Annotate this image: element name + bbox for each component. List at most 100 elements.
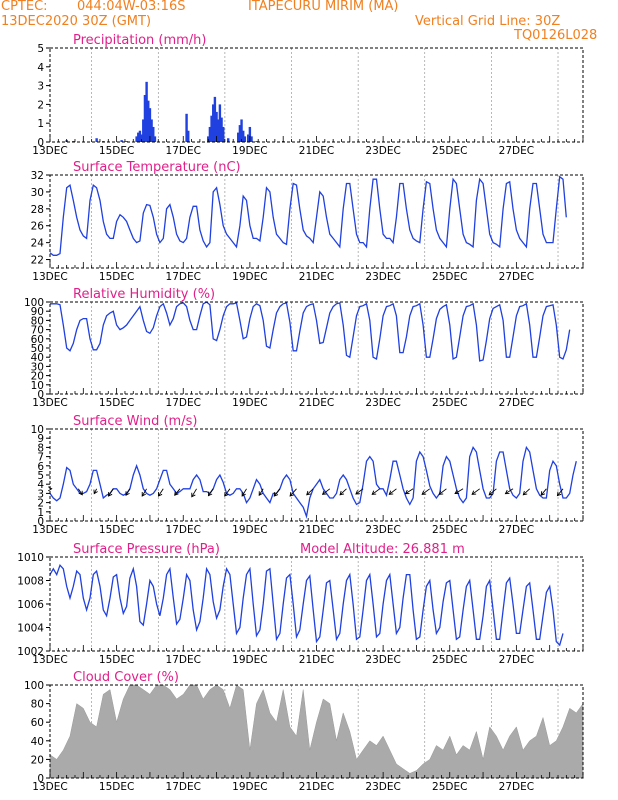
y-tick-label: 9 [37, 433, 44, 445]
wind-arrow-head [522, 490, 528, 496]
wind-arrow [306, 488, 314, 496]
y-tick-label: 30 [31, 361, 44, 373]
y-tick-label: 26 [31, 221, 45, 233]
wind-arrow [224, 488, 231, 497]
wind-arrow [557, 488, 564, 496]
x-tick-label: 15DEC [99, 271, 134, 283]
x-tick-label: 27DEC [499, 654, 534, 666]
panel-title: Surface Pressure (hPa) [73, 542, 220, 557]
wind-arrow-head [191, 492, 196, 498]
y-tick-label: 0 [37, 773, 44, 785]
precip-bar [215, 111, 218, 142]
precip-bar [212, 104, 215, 142]
wind-arrow-head [504, 489, 510, 495]
precip-bar [242, 130, 245, 142]
wind-arrow-head [157, 491, 163, 497]
precip-bar [138, 130, 142, 142]
wind-arrow-head [306, 490, 311, 496]
precip-bar [95, 138, 98, 142]
cloud-area [49, 684, 584, 779]
precip-bar [217, 119, 220, 142]
wind-arrow-head [141, 491, 146, 497]
y-tick-label: 30 [31, 187, 44, 199]
precip-bar [218, 104, 222, 142]
panel-2 [46, 301, 584, 395]
wind-arrow-head [174, 491, 179, 496]
wind-arrow [93, 488, 98, 494]
header-date: 13DEC2020 30Z (GMT) [1, 14, 152, 29]
x-tick-label: 23DEC [365, 397, 400, 409]
y-tick-label: 60 [31, 334, 44, 346]
wind-arrow-head [125, 491, 130, 496]
wind-arrow-head [93, 489, 98, 495]
wind-arrow-head [388, 490, 394, 495]
x-tick-label: 27DEC [499, 397, 534, 409]
x-tick-label: 19DEC [232, 654, 267, 666]
wind-arrow-head [339, 490, 345, 496]
precip-bar [120, 140, 123, 142]
header-coords: 044:04W-03:16S [77, 0, 186, 14]
panel-frame [49, 428, 584, 522]
y-tick-label: 22 [31, 255, 44, 267]
wind-arrow-head [224, 491, 229, 497]
wind-arrow [488, 488, 497, 496]
x-tick-label: 21DEC [299, 524, 334, 536]
y-tick-label: 24 [31, 238, 45, 250]
x-tick-label: 27DEC [499, 524, 534, 536]
precip-bar [213, 96, 217, 142]
y-tick-label: 5 [37, 470, 44, 482]
y-tick-label: 3 [37, 488, 44, 500]
x-tick-label: 23DEC [365, 524, 400, 536]
precip-bar [248, 126, 252, 142]
x-tick-label: 23DEC [365, 271, 400, 283]
precip-bar [237, 132, 240, 142]
panel-frame [49, 47, 584, 143]
x-tick-label: 19DEC [232, 271, 267, 283]
x-tick-label: 15DEC [99, 397, 134, 409]
panel-5 [46, 684, 584, 779]
wind-arrow-head [207, 491, 213, 497]
x-tick-label: 21DEC [299, 781, 334, 793]
y-tick-label: 4 [37, 62, 44, 74]
y-tick-label: 0 [37, 137, 44, 149]
chart-header: CPTEC: 044:04W-03:16S ITAPECURU MIRIM (M… [0, 0, 618, 46]
x-tick-label: 17DEC [166, 145, 201, 157]
wind-arrow [471, 488, 480, 495]
precip-bar [222, 126, 225, 142]
wind-arrow [77, 488, 83, 496]
precip-bar [185, 113, 188, 142]
wind-arrow [191, 488, 197, 498]
y-tick-label: 8 [37, 442, 44, 454]
wind-arrow-head [273, 491, 279, 497]
y-tick-label: 50 [31, 343, 44, 355]
wind-arrow [158, 488, 164, 497]
y-tick-label: 4 [37, 479, 44, 491]
precip-bar [238, 125, 242, 142]
wind-arrow [141, 488, 147, 497]
wind-arrow-head [488, 490, 494, 496]
wind-arrow [522, 488, 531, 496]
panel-0 [46, 47, 584, 143]
precip-bar [153, 136, 157, 142]
precip-bar [143, 95, 147, 142]
x-tick-label: 19DEC [232, 781, 267, 793]
y-tick-label: 1 [37, 507, 44, 519]
x-tick-label: 15DEC [99, 654, 134, 666]
wind-arrow-head [48, 486, 53, 492]
x-tick-label: 13DEC [32, 271, 67, 283]
wind-arrow [421, 488, 431, 495]
wind-arrow-head [454, 489, 460, 495]
wind-arrow [505, 488, 514, 494]
x-tick-label: 13DEC [32, 781, 67, 793]
y-tick-label: 20 [31, 754, 44, 766]
precip-bar [135, 136, 138, 142]
wind-arrow-head [556, 491, 562, 497]
precip-bar [137, 132, 140, 142]
x-tick-label: 23DEC [365, 145, 400, 157]
wind-arrow [174, 488, 181, 496]
wind-arrow [289, 488, 297, 497]
y-tick-label: 1002 [17, 646, 44, 658]
precip-bar [142, 119, 145, 142]
y-tick-label: 0 [37, 516, 44, 528]
precip-bar [152, 126, 155, 142]
